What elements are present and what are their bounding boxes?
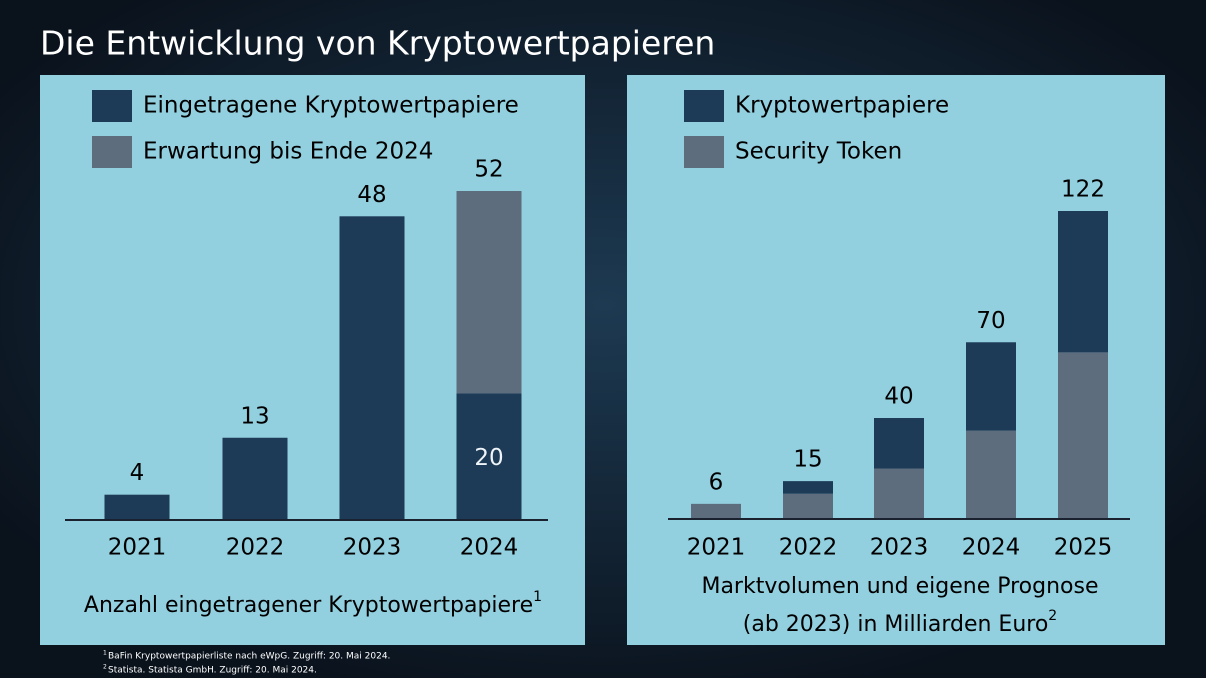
value-label: 20 — [474, 445, 503, 471]
total-label: 52 — [474, 157, 503, 183]
bar-segment — [1058, 211, 1108, 353]
footnote-text: Statista. Statista GmbH. Zugriff: 20. Ma… — [108, 666, 317, 676]
slide-title: Die Entwicklung von Kryptowertpapieren — [40, 24, 715, 63]
bar-segment — [691, 503, 741, 519]
footnote-mark: 2 — [103, 664, 107, 671]
x-axis-label: (ab 2023) in Milliarden Euro2 — [743, 608, 1057, 637]
legend-label: Eingetragene Kryptowertpapiere — [143, 93, 519, 119]
total-label: 122 — [1061, 177, 1105, 203]
x-axis-label-note: 2 — [1048, 608, 1057, 624]
footnotes: 1 BaFin Kryptowertpapierliste nach eWpG. … — [103, 650, 390, 676]
x-tick-label: 2022 — [226, 535, 285, 561]
legend-swatch — [92, 136, 132, 168]
total-label: 70 — [976, 308, 1005, 334]
bar-segment — [966, 430, 1016, 519]
bar-segment — [966, 342, 1016, 431]
value-label: 4 — [130, 460, 145, 486]
bar-segment — [456, 191, 522, 394]
x-tick-label: 2022 — [779, 535, 838, 561]
footnote-text: BaFin Kryptowertpapierliste nach eWpG. Z… — [108, 652, 390, 662]
x-axis-label-text: (ab 2023) in Milliarden Euro — [743, 612, 1049, 637]
x-axis-label: Marktvolumen und eigene Prognose — [701, 574, 1098, 599]
x-tick-label: 2021 — [687, 535, 746, 561]
bar-segment — [104, 494, 170, 520]
total-label: 40 — [884, 384, 913, 410]
total-label: 15 — [793, 447, 822, 473]
bar-segment — [783, 481, 833, 494]
bar-segment — [1058, 352, 1108, 519]
x-tick-label: 2023 — [343, 535, 402, 561]
bar-segment — [783, 493, 833, 519]
bar-segment — [874, 468, 924, 519]
x-axis-label-note: 1 — [533, 589, 542, 605]
x-axis-label: Anzahl eingetragener Kryptowertpapiere1 — [84, 589, 542, 618]
value-label: 48 — [357, 182, 386, 208]
legend-swatch — [684, 136, 724, 168]
bar-segment — [874, 418, 924, 469]
legend-swatch — [92, 90, 132, 122]
value-label: 13 — [240, 403, 269, 429]
footnote-mark: 1 — [103, 650, 107, 657]
x-tick-label: 2024 — [460, 535, 519, 561]
x-tick-label: 2021 — [108, 535, 167, 561]
legend-label: Security Token — [735, 139, 902, 165]
bar-segment — [222, 437, 288, 520]
total-label: 6 — [709, 469, 724, 495]
x-tick-label: 2025 — [1054, 535, 1113, 561]
bar-segment — [339, 216, 405, 521]
legend-swatch — [684, 90, 724, 122]
legend-label: Kryptowertpapiere — [735, 93, 949, 119]
x-axis-label-text: Anzahl eingetragener Kryptowertpapiere — [84, 593, 533, 618]
x-tick-label: 2023 — [870, 535, 929, 561]
x-axis-label-text: Marktvolumen und eigene Prognose — [701, 574, 1098, 599]
legend-label: Erwartung bis Ende 2024 — [143, 139, 433, 165]
x-tick-label: 2024 — [962, 535, 1021, 561]
bar-segment — [456, 393, 522, 520]
